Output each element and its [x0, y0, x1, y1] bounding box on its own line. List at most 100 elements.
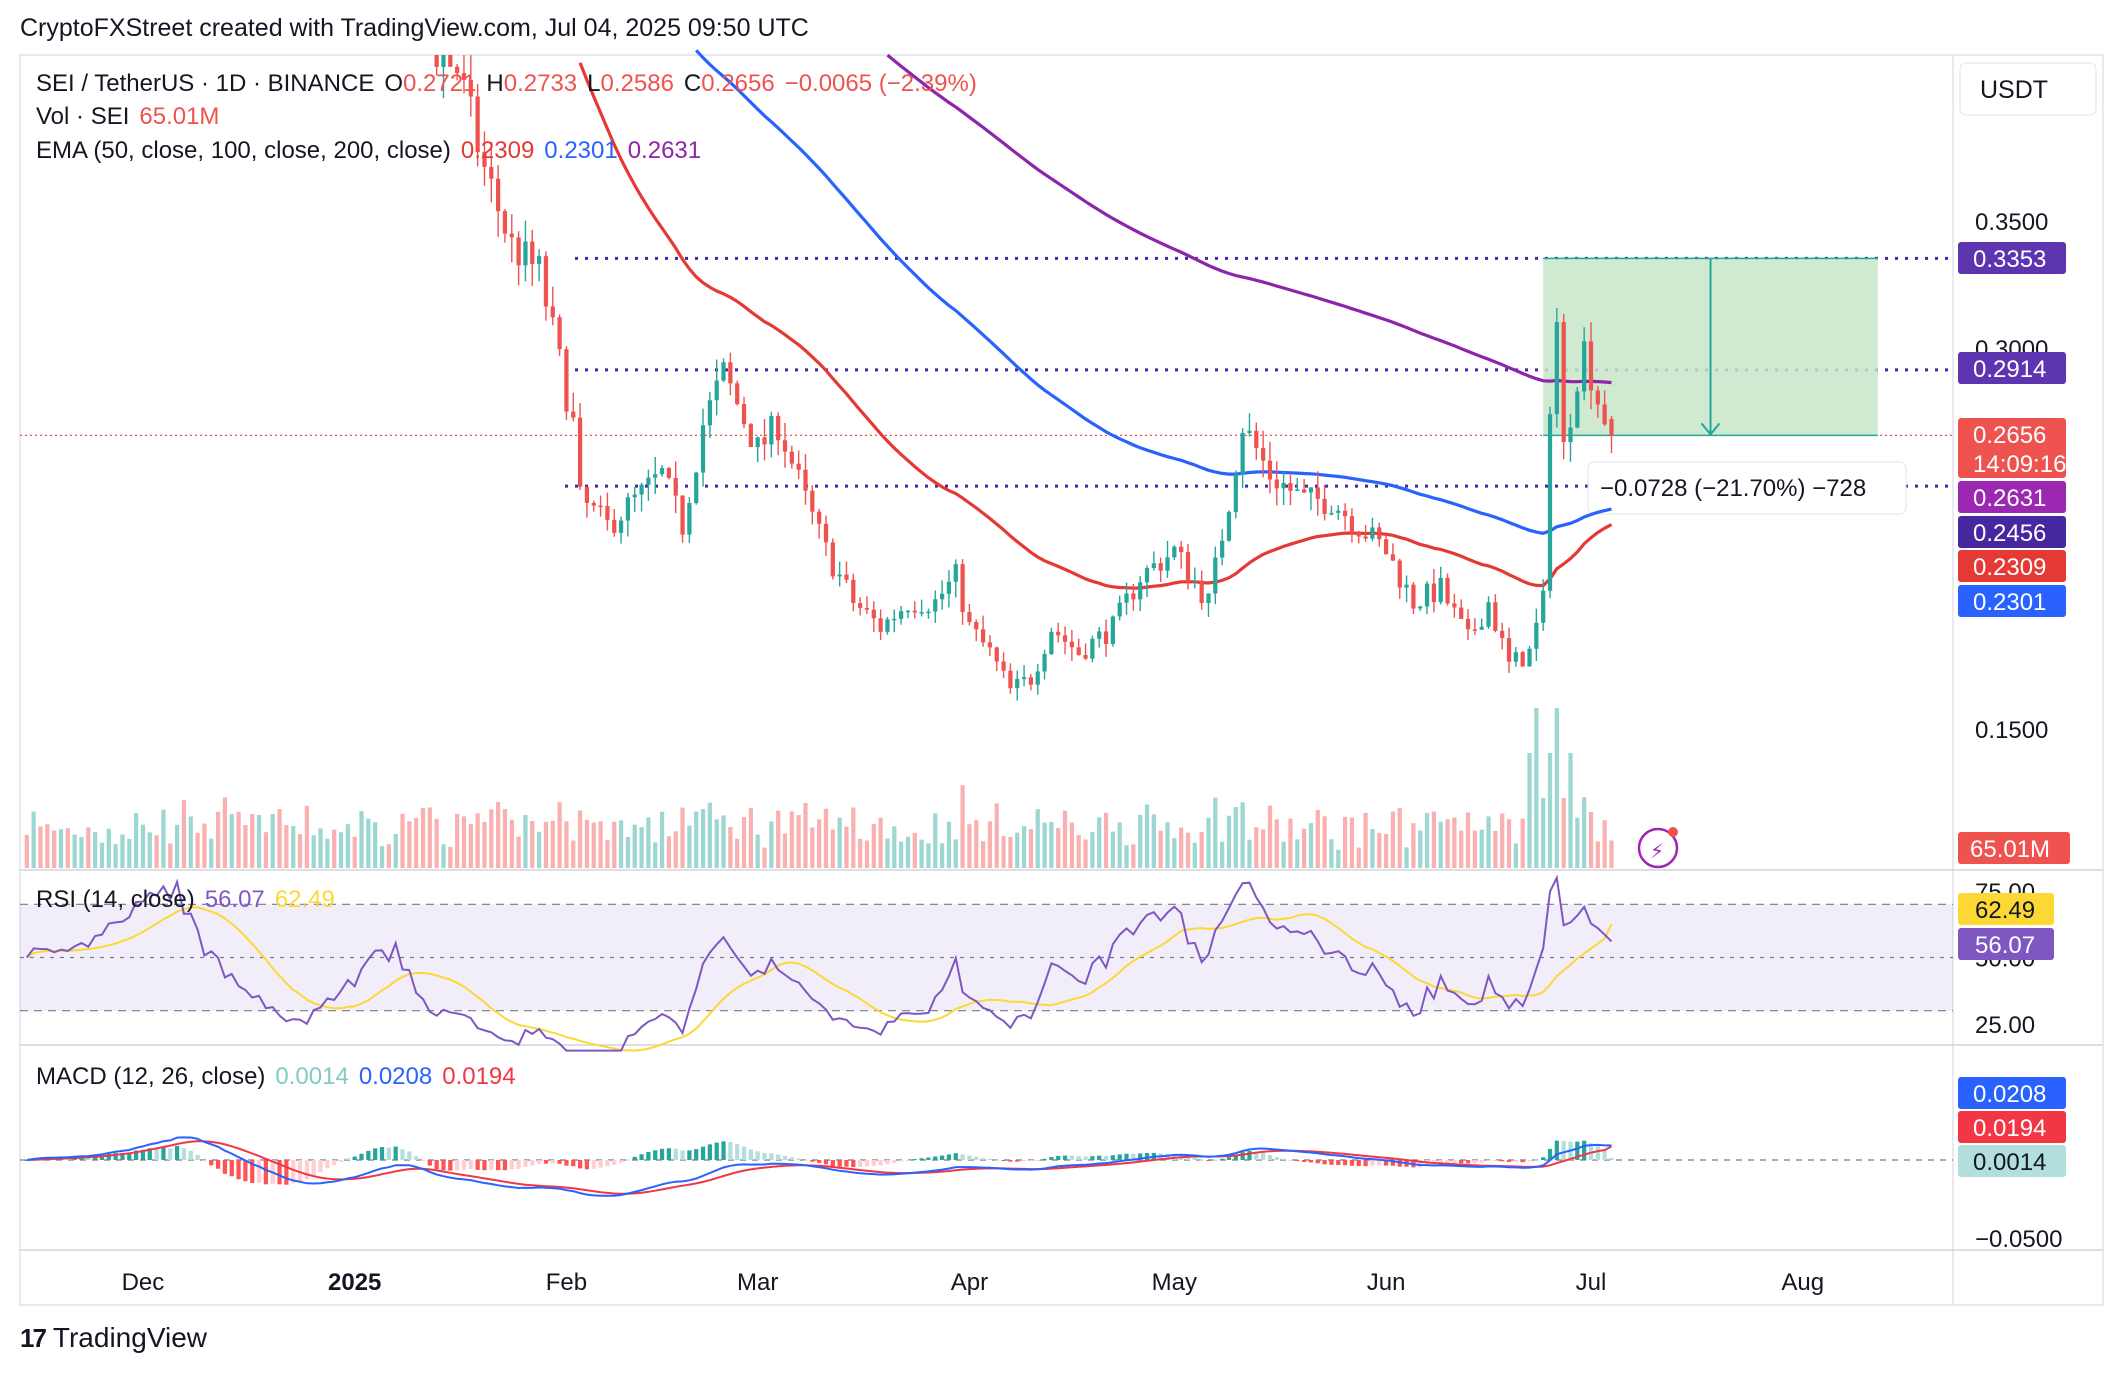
high-value: 0.2733 — [503, 70, 578, 97]
volume-bar — [673, 831, 678, 868]
volume-bar — [1349, 817, 1355, 868]
macd-name[interactable]: MACD (12, 26, close) — [36, 1063, 266, 1090]
candle-body — [1377, 527, 1382, 540]
macd-hist-bar — [700, 1146, 706, 1160]
macd-hist-bar — [591, 1160, 596, 1169]
macd-hist-bar — [933, 1156, 938, 1160]
rsi-ma-line — [26, 906, 1613, 1052]
macd-hist-bar — [1247, 1150, 1252, 1160]
volume-bar — [270, 814, 275, 868]
macd-hist-bar — [147, 1148, 152, 1160]
macd-hist-bar — [632, 1156, 637, 1160]
candle-body — [933, 599, 938, 612]
candle-body — [666, 468, 672, 478]
macd-line — [26, 1136, 1612, 1197]
candle-body — [1363, 536, 1368, 539]
volume-bar — [106, 828, 111, 868]
macd-hist-bar — [263, 1160, 269, 1185]
time-label: Dec — [122, 1269, 165, 1296]
macd-badge — [1958, 1111, 2066, 1143]
volume-bar — [632, 824, 637, 868]
time-label: Mar — [737, 1269, 778, 1296]
candle-body — [741, 404, 747, 425]
volume-bar — [318, 828, 323, 868]
candle-body — [892, 618, 897, 621]
macd-hist-bar — [86, 1157, 91, 1160]
candle-body — [1349, 516, 1355, 533]
candle-body — [1472, 629, 1477, 631]
volume-bar — [1261, 829, 1266, 868]
candle-body — [1062, 635, 1068, 642]
volume-bar — [666, 836, 672, 868]
volume-bar — [960, 785, 965, 868]
volume-bar — [1233, 806, 1238, 868]
candle-body — [1500, 630, 1505, 639]
volume-bar — [79, 837, 84, 868]
volume-bar — [1069, 822, 1074, 868]
volume-bar — [618, 820, 624, 868]
candle-body — [1110, 616, 1115, 645]
ema-name[interactable]: EMA (50, close, 100, close, 200, close) — [36, 137, 451, 164]
open-value: 0.2721 — [403, 70, 477, 97]
macd-hist-bar — [1588, 1143, 1594, 1160]
macd-hist-bar — [1185, 1156, 1191, 1160]
signal-line — [26, 1140, 1612, 1195]
macd-hist-bar — [994, 1159, 999, 1161]
tradingview-footer[interactable]: 17 TradingView — [20, 1322, 207, 1354]
candle-body — [953, 564, 958, 582]
rsi-name[interactable]: RSI (14, close) — [36, 886, 195, 913]
volume-bar — [1117, 822, 1122, 868]
macd-hist-bar — [1534, 1159, 1539, 1161]
volume-bar — [1465, 812, 1471, 868]
volume-bar — [810, 827, 815, 868]
macd-hist-bar — [250, 1160, 255, 1184]
candle-body — [646, 477, 651, 485]
volume-bar — [803, 802, 808, 868]
volume-badge — [1958, 832, 2070, 864]
volume-bar — [113, 844, 118, 868]
volume-legend[interactable]: Vol · SEI 65.01M — [36, 103, 229, 131]
volume-bar — [1274, 819, 1279, 868]
candle-body — [1192, 580, 1197, 583]
candle-body — [1124, 593, 1129, 603]
volume-bar — [209, 838, 214, 868]
macd-hist-bar — [694, 1149, 699, 1160]
rsi-legend[interactable]: RSI (14, close) 56.07 62.49 — [36, 886, 345, 914]
macd-legend[interactable]: MACD (12, 26, close) 0.0014 0.0208 0.0194 — [36, 1063, 526, 1091]
macd-hist-bar — [782, 1155, 788, 1160]
volume-bar — [236, 811, 241, 868]
candle-body — [1602, 404, 1607, 425]
volume-name[interactable]: Vol · SEI — [36, 103, 130, 130]
candle-body — [1513, 652, 1518, 662]
volume-bar — [1062, 810, 1068, 868]
volume-bar — [584, 819, 590, 868]
candle-body — [1144, 567, 1150, 583]
macd-hist-bar — [1295, 1160, 1300, 1162]
candle-body — [1117, 602, 1122, 617]
macd-hist-bar — [243, 1160, 248, 1182]
macd-hist-bar — [946, 1154, 952, 1160]
candle-body — [1520, 652, 1525, 667]
candle-body — [871, 609, 876, 619]
macd-hist-bar — [1418, 1160, 1423, 1168]
ema-legend[interactable]: EMA (50, close, 100, close, 200, close) 0… — [36, 137, 711, 165]
volume-bar — [946, 821, 952, 868]
macd-hist-bar — [1547, 1148, 1553, 1160]
candle-body — [817, 511, 822, 524]
macd-hist-bar — [202, 1160, 207, 1162]
volume-bar — [823, 808, 829, 868]
candle-body — [1575, 391, 1580, 428]
symbol-legend[interactable]: SEI / TetherUS · 1D · BINANCE O0.2721 H0.2… — [36, 70, 987, 98]
volume-bar — [325, 838, 330, 868]
symbol-name[interactable]: SEI / TetherUS · 1D · BINANCE — [36, 70, 375, 97]
macd-hist-bar — [373, 1148, 378, 1160]
macd-hist-bar — [1452, 1160, 1457, 1164]
macd-hist-bar — [967, 1155, 972, 1160]
volume-bar — [181, 800, 187, 868]
volume-bar — [202, 823, 207, 868]
rsi-badge-label: 62.49 — [1975, 897, 2035, 924]
candle-body — [1213, 557, 1218, 594]
macd-hist-bar — [1028, 1160, 1034, 1162]
macd-hist-bar — [550, 1160, 555, 1164]
